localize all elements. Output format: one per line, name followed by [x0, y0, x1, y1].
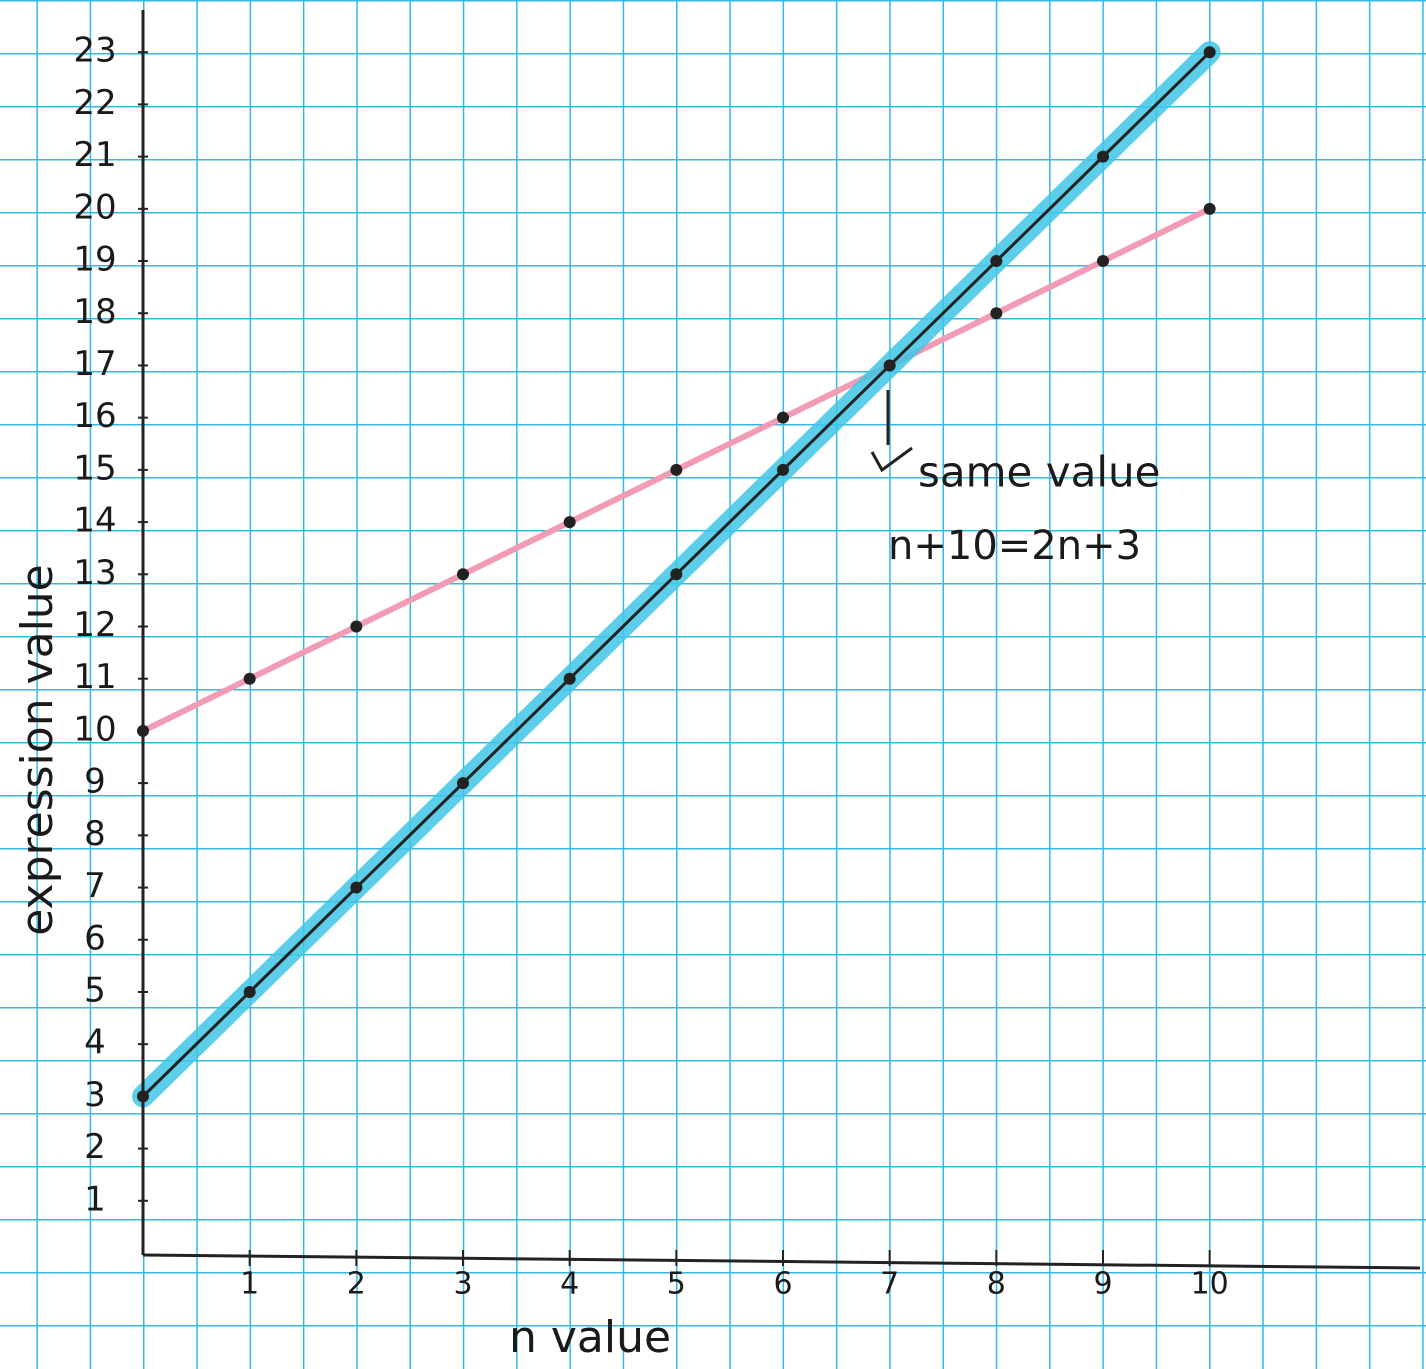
point: [1203, 46, 1216, 59]
point: [1097, 150, 1109, 163]
point: [670, 463, 683, 476]
y-tick-label: 16: [73, 396, 116, 436]
y-tick-label: 14: [73, 501, 116, 541]
x-tick-label: 4: [560, 1267, 579, 1302]
point: [670, 568, 683, 581]
annotation: n+10=2n+3: [888, 523, 1141, 569]
x-tick-label: 8: [987, 1267, 1006, 1302]
point: [563, 516, 576, 529]
point: [777, 463, 789, 476]
y-tick-label: 5: [84, 970, 106, 1010]
y-tick-label: 10: [73, 709, 116, 749]
y-tick-label: 21: [73, 135, 116, 175]
point: [990, 255, 1003, 268]
x-tick-label: 1: [240, 1267, 259, 1302]
y-tick-label: 22: [73, 83, 116, 123]
y-tick-label: 3: [84, 1075, 106, 1115]
y-tick-label: 12: [73, 605, 116, 645]
y-tick-label: 19: [73, 240, 116, 280]
y-tick-label: 17: [73, 344, 116, 384]
y-tick-label: 23: [73, 31, 116, 71]
point: [1203, 202, 1216, 215]
y-tick-label: 6: [84, 918, 106, 958]
y-tick-label: 8: [84, 814, 106, 854]
point: [457, 777, 469, 790]
y-tick-label: 4: [84, 1023, 106, 1063]
y-tick-label: 18: [73, 292, 116, 332]
y-tick-label: 2: [84, 1127, 106, 1167]
y-tick-label: 15: [73, 448, 116, 488]
x-tick-label: 9: [1093, 1267, 1112, 1302]
y-tick-label: 7: [84, 866, 106, 906]
x-tick-label: 3: [453, 1267, 472, 1302]
check-arrow: [870, 390, 913, 473]
y-tick-label: 11: [73, 657, 116, 697]
y-tick-label: 9: [84, 762, 106, 802]
x-tick-label: 7: [880, 1267, 899, 1302]
point: [350, 881, 363, 894]
y-tick-label: 13: [73, 553, 116, 593]
point: [457, 568, 469, 581]
x-tick-label: 5: [667, 1267, 686, 1302]
point: [777, 411, 789, 424]
x-tick-label: 6: [773, 1267, 792, 1302]
x-tick-label: 2: [347, 1267, 366, 1302]
annotation: same value: [918, 448, 1160, 497]
y-axis-label: expression value: [12, 564, 63, 936]
point: [243, 672, 256, 685]
y-tick-label: 1: [84, 1179, 106, 1219]
y-tick-label: 20: [73, 187, 116, 227]
x-tick-label: 10: [1191, 1267, 1229, 1302]
point: [563, 672, 576, 685]
point: [990, 307, 1003, 320]
point: [883, 359, 896, 372]
point: [243, 985, 256, 998]
point: [1097, 255, 1109, 268]
x-axis-label: n value: [509, 1312, 671, 1363]
plot: [132, 41, 1221, 1108]
point: [350, 620, 363, 633]
